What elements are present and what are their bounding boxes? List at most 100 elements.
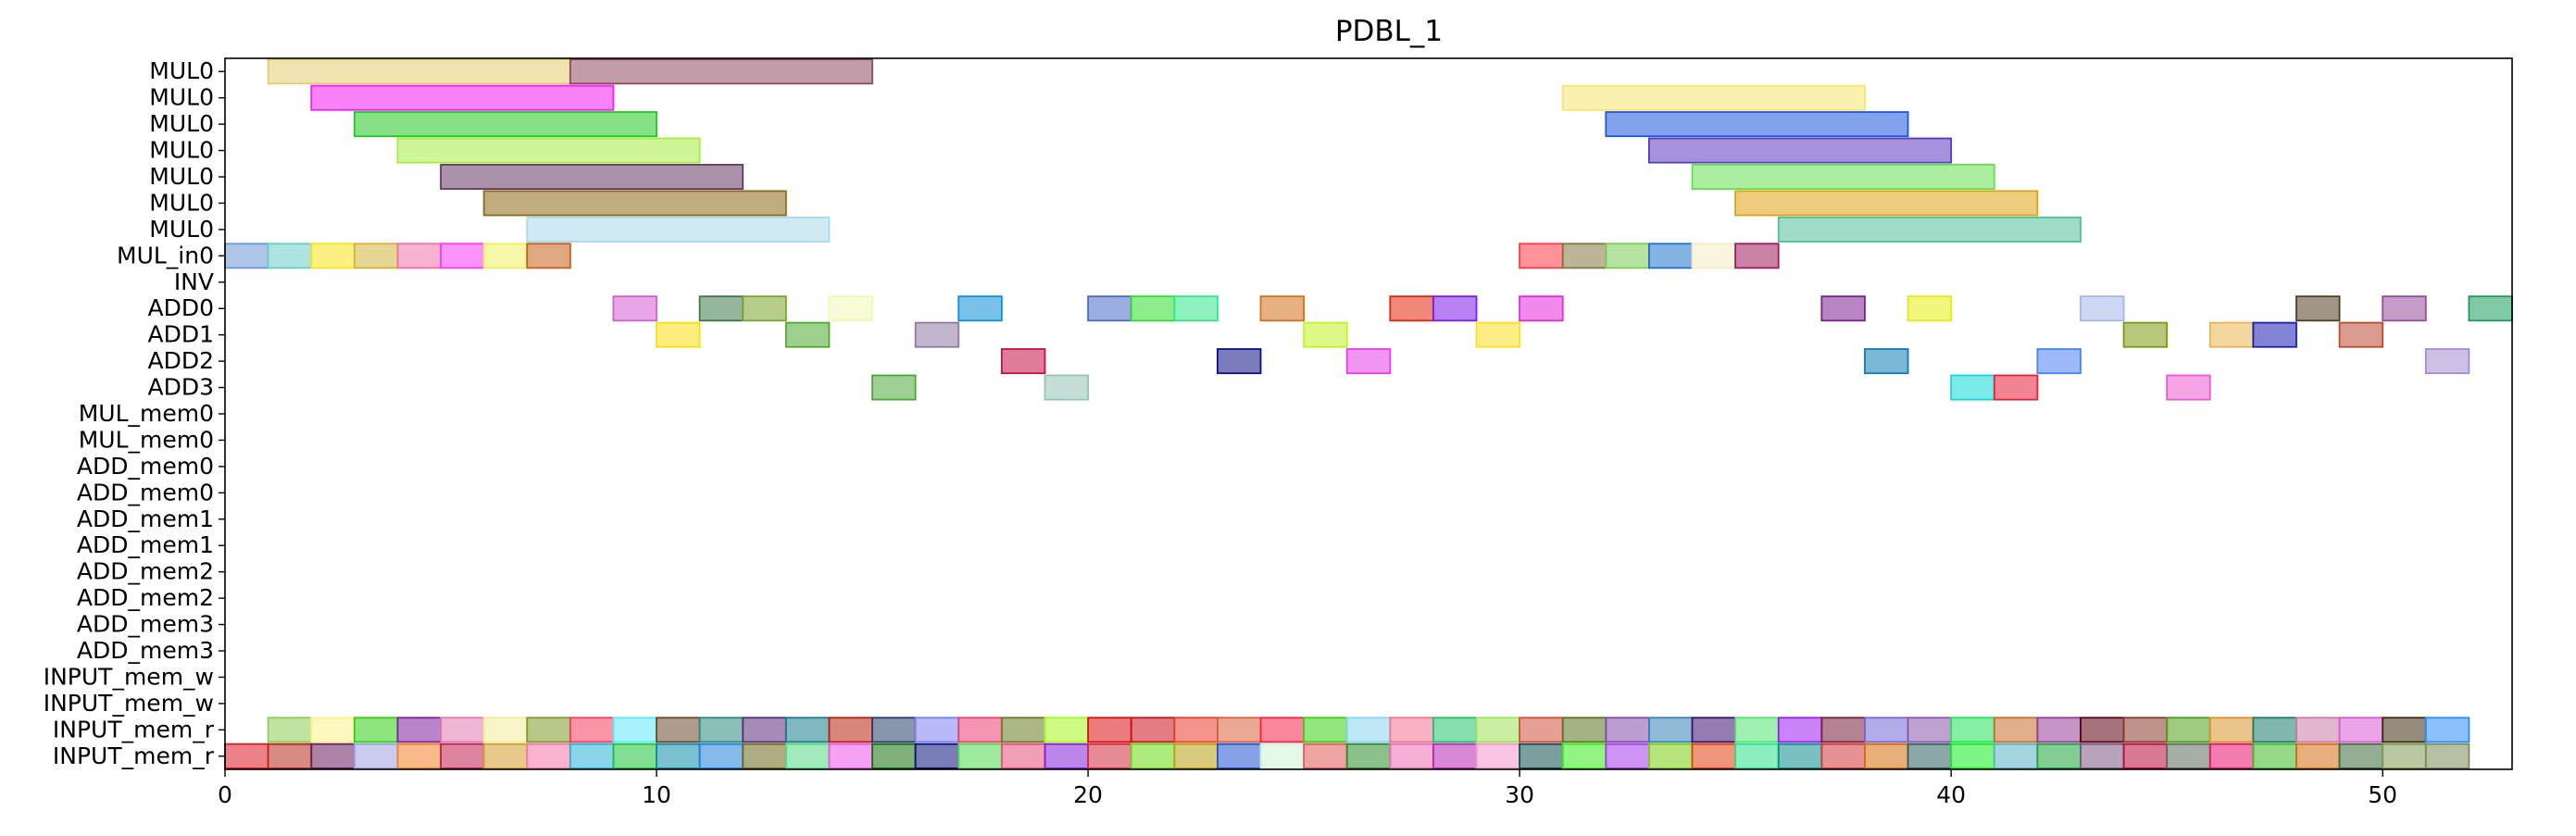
gantt-bar-input-read [2252,717,2297,743]
gantt-bar-input-read [526,742,571,769]
gantt-bar [440,164,744,190]
gantt-bar-input-read [1648,717,1694,743]
gantt-bar-input-read [1345,717,1392,743]
gantt-bar-input-read [1044,717,1089,743]
gantt-bar-input-read [1216,742,1262,769]
gantt-bar [1087,295,1132,322]
gantt-bar-input-read [2166,742,2211,769]
y-axis-labels: MUL0MUL0MUL0MUL0MUL0MUL0MUL0MUL_in0INVAD… [44,57,225,769]
gantt-bar-input-read [1777,717,1823,743]
y-tick-label: MUL_in0 [117,242,214,268]
gantt-bar [2468,295,2513,322]
gantt-bar-input-read [1432,742,1478,769]
gantt-bar-input-read [310,717,356,743]
gantt-bar [1389,295,1434,322]
gantt-bar-input-read [1259,742,1305,769]
gantt-bar [1691,164,1995,190]
gantt-bar-input-read [267,717,313,743]
y-tick-label: MUL0 [149,57,214,84]
gantt-bar [2036,348,2082,375]
gantt-bar-input-read [1475,742,1521,769]
gantt-bar [1691,243,1737,269]
gantt-bar [1605,243,1650,269]
y-tick-label: ADD_mem3 [77,637,214,664]
gantt-bar [871,374,917,401]
y-tick-label: MUL0 [149,189,214,216]
gantt-bar-input-read [2122,742,2169,769]
y-tick-label: MUL0 [149,137,214,164]
gantt-bar [2382,295,2427,322]
gantt-bar-input-read [698,717,744,743]
gantt-bar [353,243,399,269]
gantt-bar-input-read [2166,717,2211,743]
gantt-bar-input-read [742,742,787,769]
gantt-bar-input-read [1519,717,1564,743]
gantt-bar [1605,111,1909,138]
gantt-bar [2295,295,2341,322]
gantt-bar [656,321,701,348]
gantt-bar-input-read [1950,717,1995,743]
y-tick-label: MUL_mem0 [79,400,214,427]
gantt-bar [526,216,831,243]
gantt-bar-input-read [1691,717,1737,743]
gantt-bar-input-read [957,742,1003,769]
gantt-bar [914,321,960,348]
gantt-bar-input-read [310,742,356,769]
gantt-bar-input-read [2338,742,2384,769]
gantt-bar-input-read [526,717,571,743]
gantt-bar-input-read [396,742,442,769]
gantt-bar-input-read [1777,742,1823,769]
gantt-bar-input-read [828,717,873,743]
bars-layer [224,58,2513,769]
gantt-bar-input-read [1087,717,1132,743]
gantt-bar-input-read [1864,717,1909,743]
y-tick-label: ADD_mem0 [77,479,214,505]
gantt-bar-input-read [569,742,615,769]
gantt-bar [267,243,313,269]
gantt-bar-input-read [2122,717,2169,743]
y-tick-label: ADD_mem2 [77,558,214,585]
gantt-bar-input-read [742,717,787,743]
x-axis: 0 10 20 30 40 50 [218,769,2397,808]
gantt-bar [526,243,571,269]
gantt-bar-input-read [612,742,657,769]
gantt-bar-input-read [1000,742,1046,769]
gantt-bar-input-read [612,717,657,743]
gantt-bar [396,243,442,269]
gantt-bar-input-read [784,742,831,769]
gantt-bar-input-read [1950,742,1995,769]
gantt-bar [1734,190,2039,217]
gantt-bar [1475,321,1521,348]
x-tick-label: 20 [1073,781,1103,808]
gantt-bar [1000,348,1046,375]
gantt-bar-input-read [1561,717,1607,743]
gantt-bar [1950,374,1995,401]
gantt-bar [612,295,657,322]
gantt-bar [1259,295,1305,322]
gantt-bar-input-read [1432,717,1478,743]
gantt-bar-input-read [871,742,917,769]
gantt-bar-input-read [1130,742,1176,769]
gantt-bar-input-read [1303,717,1348,743]
gantt-bar [353,111,657,138]
gantt-bar-input-read [1648,742,1694,769]
x-tick-label: 0 [218,781,232,808]
gantt-bar [569,58,873,85]
gantt-bar-input-read [1907,717,1953,743]
gantt-bar [482,190,787,217]
y-tick-label: INPUT_mem_r [53,716,215,742]
gantt-bar [1216,348,1262,375]
gantt-bar-input-read [2295,742,2341,769]
gantt-bar-input-read [569,717,615,743]
gantt-bar [2122,321,2169,348]
gantt-bar-input-read [1000,717,1046,743]
y-tick-label: INPUT_mem_w [44,663,214,690]
gantt-bar-input-read [1734,717,1780,743]
gantt-bar-input-read [440,717,485,743]
gantt-bar [1907,295,1953,322]
gantt-bar [1519,295,1564,322]
y-tick-label: ADD_mem2 [77,584,214,611]
gantt-bar [1561,84,1866,111]
gantt-bar [482,243,529,269]
